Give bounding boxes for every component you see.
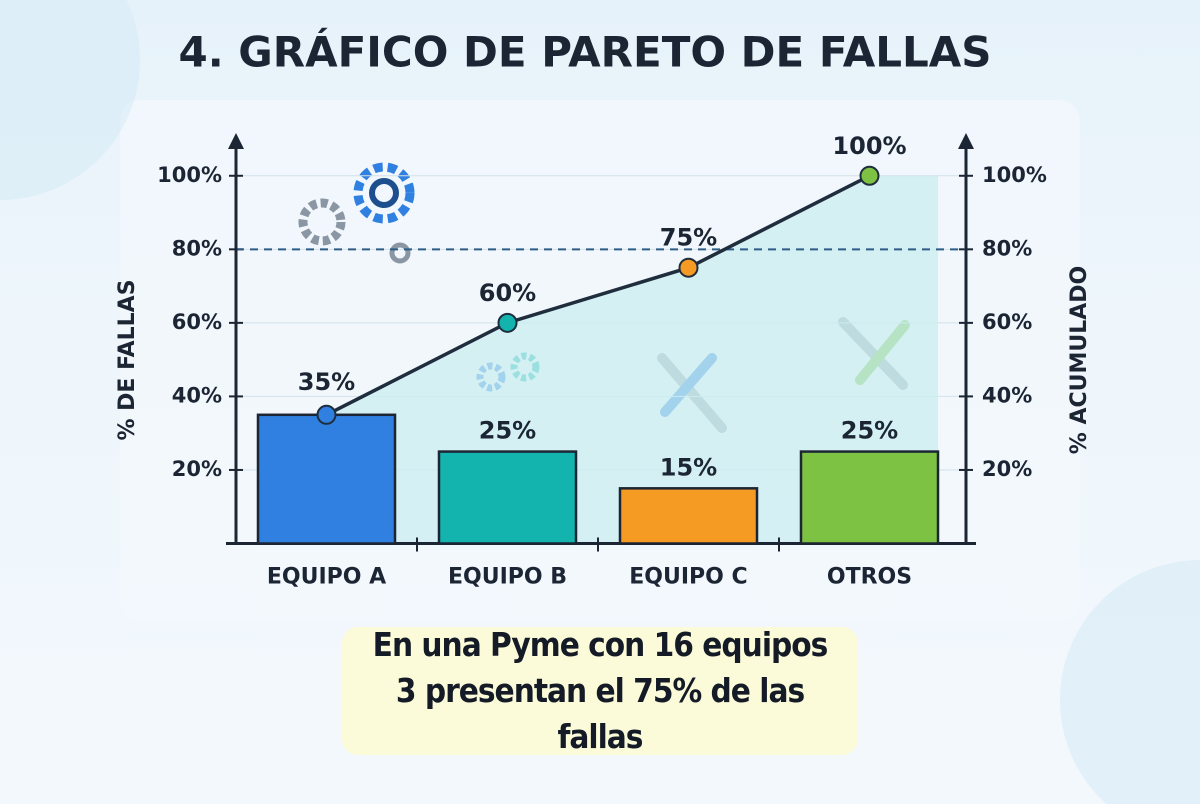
cumulative-value-label: 60% xyxy=(479,279,536,307)
decor xyxy=(1060,560,1200,804)
cumulative-line xyxy=(325,174,871,417)
x-tick-label: EQUIPO A xyxy=(267,565,386,590)
cumulative-point xyxy=(678,257,699,278)
bar xyxy=(437,450,578,545)
bar xyxy=(256,413,397,545)
y2-tick-label: 80% xyxy=(982,236,1032,260)
bar xyxy=(799,450,940,545)
x-tick-label: EQUIPO C xyxy=(629,565,747,590)
y2-axis-label: % ACUMULADO xyxy=(1067,266,1092,455)
bar-value-label: 25% xyxy=(841,417,898,445)
y-tick-label: 80% xyxy=(172,236,222,260)
bar-value-label: 35% xyxy=(298,368,355,396)
cumulative-point xyxy=(497,312,518,333)
y2-tick-label: 40% xyxy=(982,383,1032,407)
y2-tick-label: 100% xyxy=(982,163,1047,187)
chart-title: 4. GRÁFICO DE PARETO DE FALLAS xyxy=(178,27,991,77)
bar xyxy=(618,487,759,545)
x-tick-label: EQUIPO B xyxy=(448,565,567,590)
note: En una Pyme con 16 equipos 3 presentan e… xyxy=(342,625,858,756)
y-axis-arrow xyxy=(228,133,244,149)
bar-value-label: 25% xyxy=(479,417,536,445)
bar-value-label: 15% xyxy=(660,453,717,481)
decor xyxy=(0,0,140,200)
y2-tick-label: 20% xyxy=(982,457,1032,481)
cumulative-point xyxy=(859,165,880,186)
cumulative-value-label: 75% xyxy=(660,224,717,252)
y-axis-label: % DE FALLAS xyxy=(115,279,140,440)
x-tick-label: OTROS xyxy=(827,565,912,590)
y-tick-label: 60% xyxy=(172,310,222,334)
y-tick-label: 100% xyxy=(157,163,222,187)
y-tick-label: 20% xyxy=(172,457,222,481)
y2-tick-label: 60% xyxy=(982,310,1032,334)
y2-axis-arrow xyxy=(958,133,974,149)
y-tick-label: 40% xyxy=(172,383,222,407)
cumulative-point xyxy=(316,404,337,425)
cumulative-value-label: 100% xyxy=(832,132,906,160)
